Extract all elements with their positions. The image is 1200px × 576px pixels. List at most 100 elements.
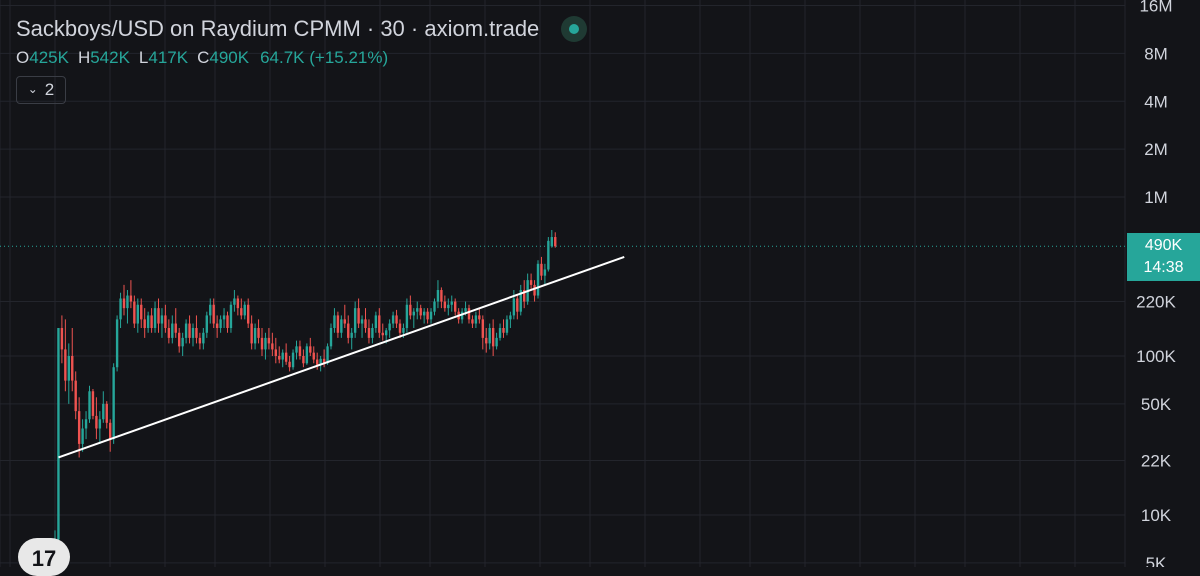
trendline (58, 255, 625, 459)
candle-body (215, 323, 219, 329)
candle-body (412, 311, 415, 316)
candle-body (302, 356, 305, 364)
candle-body (298, 346, 302, 356)
candle-body (409, 304, 412, 316)
candle-body (440, 290, 443, 302)
candle-body (257, 328, 260, 338)
candle-body (360, 319, 364, 324)
candle-body (353, 308, 357, 333)
y-tick-label: 16M (1139, 0, 1172, 16)
candle-body (388, 323, 391, 331)
candle-body (267, 337, 271, 344)
candle-body (236, 298, 240, 309)
candle-body (243, 304, 246, 316)
indicators-count: 2 (44, 80, 55, 99)
candle-body (347, 323, 350, 338)
candle-body (371, 328, 374, 338)
close-value: 490K (209, 48, 250, 67)
candle-body (109, 422, 112, 440)
candle-body (488, 328, 491, 344)
candle-body (381, 332, 384, 336)
candle-body (540, 263, 543, 276)
candle-body (491, 328, 495, 347)
y-tick-label: 2M (1144, 140, 1168, 159)
candle-body (436, 290, 440, 302)
candle-body (140, 304, 143, 320)
candle-body (247, 304, 250, 324)
candle-body (343, 319, 346, 324)
candle-body (250, 323, 253, 344)
tradingview-logo[interactable]: 17 (18, 538, 70, 576)
y-tick-label: 100K (1136, 347, 1176, 366)
candle-body (191, 328, 195, 338)
candle-body (429, 311, 433, 320)
candle-body (395, 315, 398, 324)
ohlc-values: O 425K H 542K L 417K C 490K 64.7K (+15.2… (16, 48, 587, 68)
candle-body (322, 358, 326, 364)
y-tick-label: 8M (1144, 44, 1168, 63)
candle-body (64, 349, 67, 381)
y-tick-label: 220K (1136, 293, 1176, 312)
candle-body (67, 356, 70, 381)
symbol-title[interactable]: Sackboys/USD on Raydium CPMM · 30 · axio… (16, 16, 540, 41)
candle-body (385, 330, 388, 336)
close-label: C (197, 48, 210, 67)
candle-body (460, 311, 464, 320)
high-label: H (77, 48, 91, 67)
open-value: 425K (29, 48, 69, 67)
candle-body (284, 352, 288, 362)
candle-body (291, 352, 295, 368)
candle-body (209, 304, 212, 316)
candle-body (547, 240, 550, 270)
last-price-label: 490K (1144, 237, 1183, 254)
indicators-toggle-button[interactable]: ⌄ 2 (16, 76, 66, 104)
candle-body (433, 301, 436, 312)
candle-body (226, 315, 229, 329)
candle-body (74, 380, 77, 412)
chart-legend: Sackboys/USD on Raydium CPMM · 30 · axio… (16, 14, 588, 104)
y-tick-label: 5K (1146, 554, 1167, 567)
candle-body (495, 337, 498, 347)
candle-body (115, 319, 119, 368)
candle-body (364, 319, 367, 329)
candle-body (443, 301, 447, 309)
candle-body (336, 315, 340, 333)
candle-body (174, 323, 177, 333)
candle-body (329, 328, 333, 347)
tradingview-logo-text: 17 (31, 546, 57, 571)
candle-body (309, 346, 312, 353)
candle-body (485, 337, 488, 344)
candle-body (98, 419, 102, 429)
candle-body (136, 304, 139, 324)
candle-body (464, 308, 467, 312)
candle-body (316, 359, 319, 365)
candle-body (129, 295, 133, 302)
candle-body (554, 237, 557, 247)
candle-body (133, 301, 136, 324)
candle-body (312, 352, 315, 360)
candle-body (281, 352, 284, 360)
last-price-tag: 490K 14:38 (1127, 233, 1200, 281)
change-value: 64.7K (+15.21%) (260, 48, 389, 67)
candle-body (295, 346, 298, 353)
low-label: L (138, 48, 149, 67)
candle-body (91, 391, 95, 416)
candle-body (178, 332, 181, 347)
candle-body (195, 328, 198, 338)
y-tick-label: 50K (1141, 395, 1172, 414)
candle-body (450, 301, 453, 305)
candle-body (212, 304, 215, 324)
candle-body (419, 308, 422, 316)
candle-body (319, 358, 322, 365)
y-tick-label: 4M (1144, 92, 1168, 111)
candle-body (88, 391, 91, 420)
candle-body (533, 284, 536, 296)
candle-body (502, 328, 505, 333)
y-tick-label: 10K (1141, 506, 1172, 525)
candle-body (550, 237, 553, 247)
candle-body (260, 337, 264, 350)
candle-body (167, 328, 171, 338)
candle-body (378, 315, 381, 333)
candle-body (398, 323, 402, 333)
